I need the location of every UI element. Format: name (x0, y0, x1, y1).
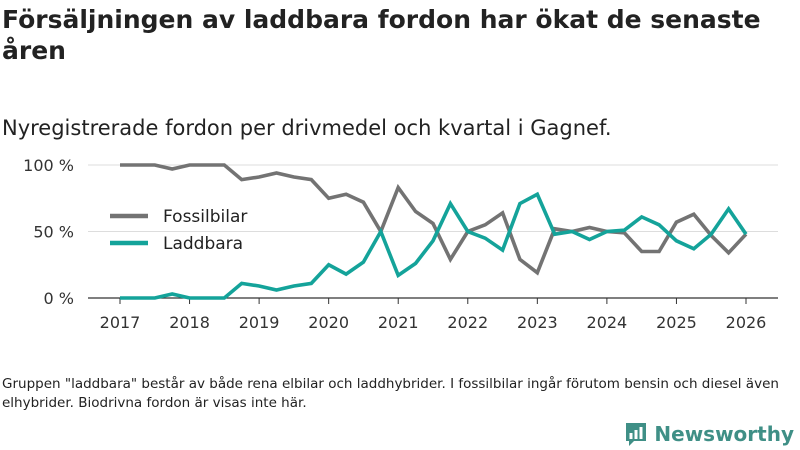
x-tick-label: 2026 (726, 313, 767, 332)
grid-layer (88, 164, 778, 299)
series-line-laddbara (120, 191, 748, 300)
y-tick-label: 0 % (44, 289, 74, 308)
x-tick-label: 2021 (378, 313, 419, 332)
x-tick-label: 2017 (100, 313, 141, 332)
x-tick-label: 2022 (447, 313, 488, 332)
x-tick-label: 2018 (169, 313, 210, 332)
newsworthy-logo-icon (626, 423, 647, 446)
legend: Fossilbilar Laddbara (110, 207, 247, 254)
y-tick-label: 100 % (23, 156, 74, 175)
x-tick-label: 2020 (308, 313, 349, 332)
chart-subtitle: Nyregistrerade fordon per drivmedel och … (2, 116, 612, 140)
brand[interactable]: Newsworthy (624, 420, 794, 448)
x-tick-label: 2024 (587, 313, 628, 332)
y-tick-label: 50 % (33, 223, 74, 242)
series-layer (120, 163, 748, 300)
legend-label-fossilbilar: Fossilbilar (163, 207, 247, 227)
legend-label-laddbara: Laddbara (163, 234, 243, 254)
x-tick-label: 2023 (517, 313, 558, 332)
footnote: Gruppen "laddbara" består av både rena e… (2, 376, 779, 411)
line-chart: 0 % 50 % 100 % 2017 2018 2019 2020 2021 2022 2023… (23, 156, 778, 332)
axis-layer: 0 % 50 % 100 % 2017 2018 2019 2020 2021 2022 2023… (23, 156, 766, 332)
x-tick-label: 2019 (239, 313, 280, 332)
brand-name: Newsworthy (654, 422, 794, 446)
x-tick-label: 2025 (656, 313, 697, 332)
chart-title: Försäljningen av laddbara fordon har öka… (2, 5, 761, 65)
series-line-fossilbilar (120, 163, 748, 276)
